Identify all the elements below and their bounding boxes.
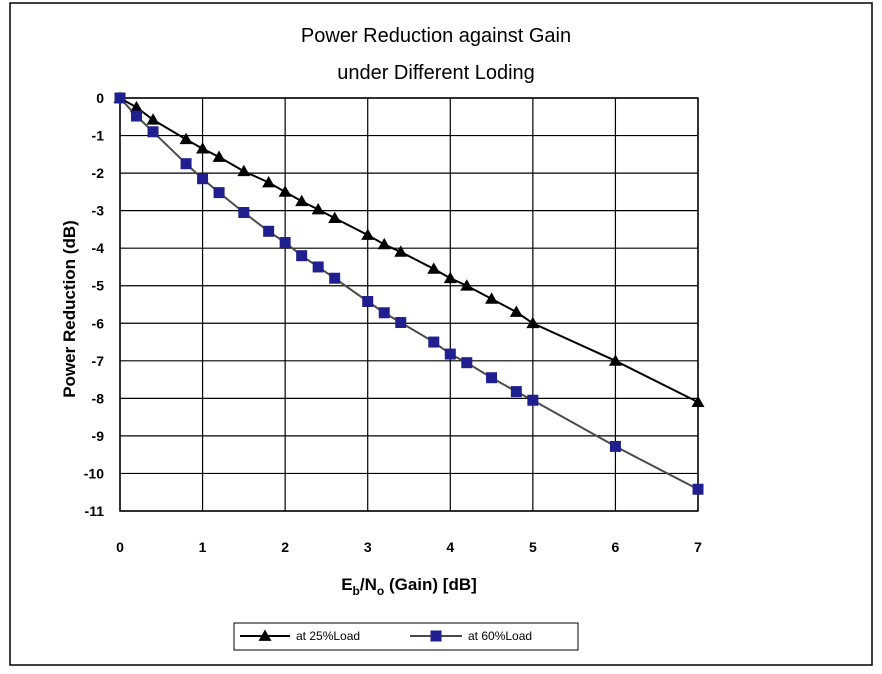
legend-box: [233, 622, 579, 651]
chart-title: Power Reduction against Gain: [301, 25, 571, 47]
x-tick-label-3: 3: [364, 539, 372, 555]
y-tick-label-9: -9: [92, 428, 105, 444]
series-1-point-18: [485, 292, 499, 304]
series-2: [114, 92, 704, 495]
series-2-point-17: [461, 357, 473, 369]
series-2-point-14: [395, 317, 407, 329]
x-axis-label: Eb/No (Gain) [dB]: [341, 575, 477, 598]
series-2-point-0: [114, 92, 126, 104]
series-1-point-8: [278, 185, 292, 197]
x-tick-label-7: 7: [694, 539, 702, 555]
series-1-point-4: [196, 142, 210, 154]
series-2-point-18: [486, 372, 498, 384]
y-tick-label-10: -10: [84, 465, 104, 481]
legend-label-1: at 25%Load: [296, 629, 360, 643]
series-1-point-22: [691, 395, 705, 407]
legend: at 25%Load at 60%Load: [240, 629, 532, 643]
series-1-point-5: [212, 150, 226, 162]
series-2-point-16: [444, 348, 456, 360]
grid-layer: [119, 97, 699, 512]
series-1-point-21: [608, 354, 622, 366]
series-2-point-22: [692, 483, 704, 495]
series-2-point-12: [362, 295, 374, 307]
y-tick-labels: 0 -1 -2 -3 -4 -5 -6 -7 -8 -9 -10 -11: [84, 90, 104, 519]
series-1-point-3: [179, 132, 193, 145]
x-tick-label-6: 6: [612, 539, 620, 555]
y-tick-label-6: -6: [92, 315, 105, 331]
series-1-point-6: [237, 164, 251, 177]
series-2-point-3: [180, 158, 192, 170]
x-label-sub1: b: [353, 584, 360, 598]
x-label-sub2: o: [377, 584, 384, 598]
series-2-point-13: [378, 307, 390, 319]
x-label-main: E: [341, 575, 352, 594]
y-tick-label-2: -2: [92, 165, 105, 181]
series-1-point-1: [130, 100, 144, 113]
plot-area: [119, 97, 699, 512]
series-1-point-7: [262, 175, 276, 188]
y-axis-label: Power Reduction (dB): [60, 220, 79, 398]
x-tick-labels: 0 1 2 3 4 5 6 7: [116, 539, 702, 555]
series-2-point-9: [296, 250, 308, 262]
series-2-point-11: [329, 272, 341, 284]
x-tick-label-4: 4: [446, 539, 454, 555]
y-tick-label-11: -11: [85, 503, 105, 519]
x-tick-label-1: 1: [199, 539, 207, 555]
series-layer: [113, 91, 705, 495]
series-2-point-2: [147, 126, 159, 138]
series-2-point-21: [609, 440, 621, 452]
y-tick-label-4: -4: [92, 240, 105, 256]
series-1-point-16: [443, 271, 457, 284]
series-2-point-6: [238, 207, 250, 219]
series-1-point-13: [377, 237, 391, 250]
series-1-point-17: [460, 279, 474, 291]
series-1-point-2: [146, 113, 160, 125]
series-2-point-19: [510, 386, 522, 398]
series-2-point-5: [213, 187, 225, 199]
series-1-point-20: [526, 316, 540, 329]
x-label-rest: (Gain) [dB]: [384, 575, 477, 594]
legend-marker-2: [430, 630, 442, 642]
series-2-point-4: [197, 173, 209, 185]
y-tick-label-3: -3: [92, 203, 105, 219]
x-tick-label-0: 0: [116, 539, 124, 555]
y-tick-label-1: -1: [92, 128, 105, 144]
x-label-slash: /N: [360, 575, 377, 594]
y-tick-label-7: -7: [92, 353, 105, 369]
series-2-point-7: [263, 225, 275, 237]
series-1-point-12: [361, 228, 375, 240]
series-1-point-10: [311, 203, 325, 215]
series-2-point-10: [312, 261, 324, 273]
chart-border: [9, 2, 873, 666]
y-tick-label-8: -8: [92, 390, 105, 406]
series-2-point-20: [527, 394, 539, 406]
legend-marker-1: [258, 629, 272, 641]
series-1: [113, 91, 705, 407]
series-1-point-14: [394, 245, 408, 257]
y-tick-label-0: 0: [96, 90, 104, 106]
series-1-point-9: [295, 194, 309, 207]
x-tick-label-5: 5: [529, 539, 537, 555]
series-1-point-11: [328, 211, 342, 224]
series-2-point-15: [428, 336, 440, 348]
x-tick-label-2: 2: [281, 539, 289, 555]
series-1-point-15: [427, 262, 441, 274]
series-1-point-19: [509, 305, 523, 317]
chart-subtitle: under Different Loding: [337, 62, 535, 84]
y-tick-label-5: -5: [92, 278, 105, 294]
series-2-point-8: [279, 237, 291, 249]
series-2-point-1: [131, 110, 143, 122]
legend-label-2: at 60%Load: [468, 629, 532, 643]
